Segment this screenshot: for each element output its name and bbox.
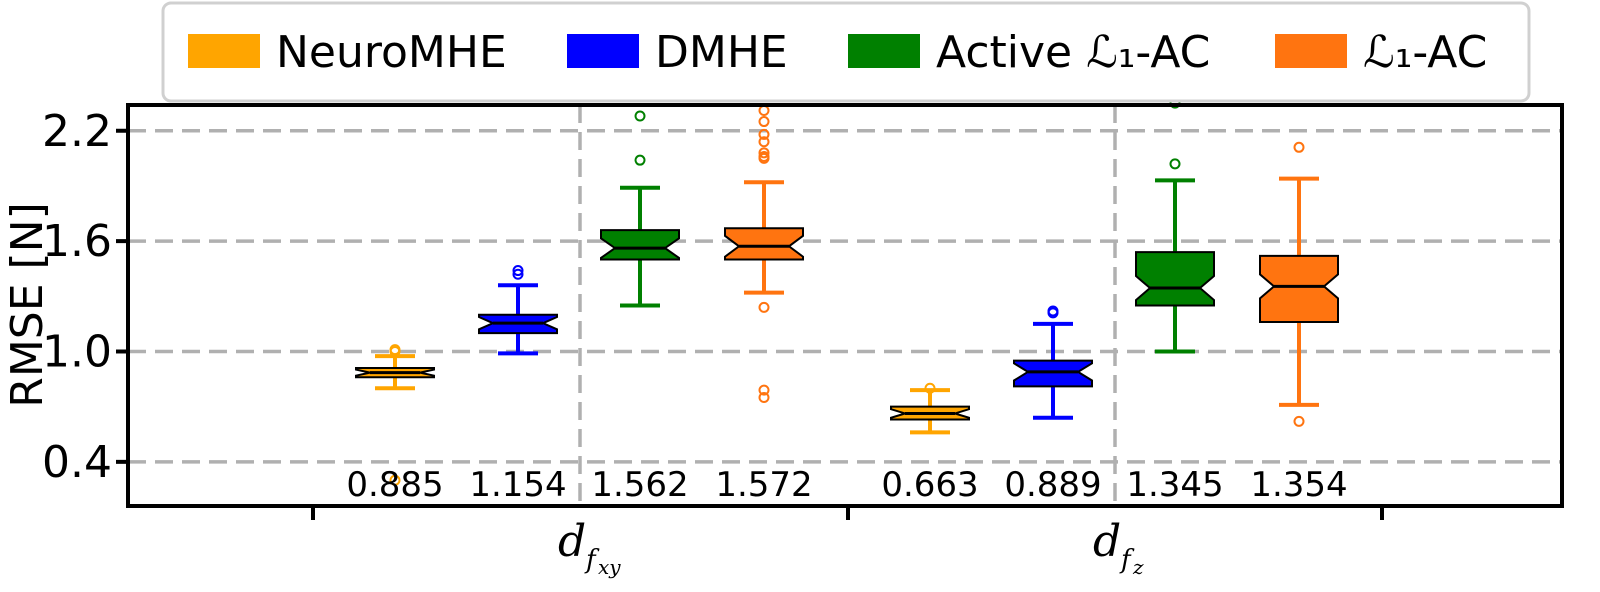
outlier-point [389,344,401,356]
x-category-subsub: xy [598,555,621,579]
outlier-point [758,105,770,117]
legend-swatch [567,34,639,68]
box-body [1013,359,1093,388]
outlier-point [758,116,770,128]
median-value-label: 1.354 [1250,465,1347,505]
box--ac [724,105,804,403]
median-value-label: 0.885 [346,465,443,505]
median-value-label: 1.562 [591,465,688,505]
legend-swatch [848,34,920,68]
x-category-label: d [1093,516,1121,567]
legend-label: NeuroMHE [276,27,507,78]
y-axis-label: RMSE [N] [2,202,53,408]
y-tick-label: 2.2 [42,106,112,157]
outlier-point [758,301,770,313]
box-body [724,227,804,261]
box-series [355,97,1339,486]
y-tick-label: 1.6 [42,216,112,267]
outlier-point [389,474,401,486]
box-active-ac [600,110,680,308]
outlier-point [512,265,524,277]
median-labels: 0.885 0.663 1.154 0.889 1.562 1.345 1.572 1.354 [346,465,1347,505]
box-active-ac [1135,97,1215,354]
outlier-point [1293,141,1305,153]
outlier-point [758,151,770,163]
y-tick-label: 1.0 [42,326,112,377]
outlier-point [924,382,936,394]
x-category-subsub: z [1132,555,1144,579]
outlier-point [758,384,770,396]
x-category-label: d [558,516,586,567]
median-value-label: 1.345 [1126,465,1223,505]
outlier-point [1293,415,1305,427]
box-body [1259,254,1339,324]
median-value-label: 1.572 [715,465,812,505]
legend-box [161,1,1531,103]
plot-frame [126,103,1564,508]
outlier-point [1169,158,1181,170]
median-value-label: 0.663 [881,465,978,505]
outlier-point [758,136,770,148]
y-tick-label: 0.4 [42,437,112,488]
outlier-point [758,147,770,159]
box-body [600,229,680,261]
legend-swatch [188,34,260,68]
outlier-point [758,128,770,140]
outlier-point [1047,305,1059,317]
legend-label: Active ℒ₁-AC [936,27,1210,78]
outlier-point [758,391,770,403]
median-value-label: 1.154 [469,465,566,505]
box-dmhe [478,265,558,356]
legend-label: ℒ₁-AC [1363,27,1487,78]
legend-swatch [1275,34,1347,68]
grid-lines [128,105,1562,506]
median-value-label: 0.889 [1004,465,1101,505]
outlier-point [634,154,646,166]
box-neuromhe [890,382,970,435]
outlier-point [512,268,524,280]
box-body [1135,251,1215,307]
box--ac [1259,141,1339,427]
box-neuromhe [355,344,435,486]
outlier-point [634,110,646,122]
legend-label: DMHE [655,27,788,78]
legend: NeuroMHE DMHE Active ℒ₁-AC ℒ₁-AC [161,1,1531,103]
box-dmhe [1013,305,1093,420]
